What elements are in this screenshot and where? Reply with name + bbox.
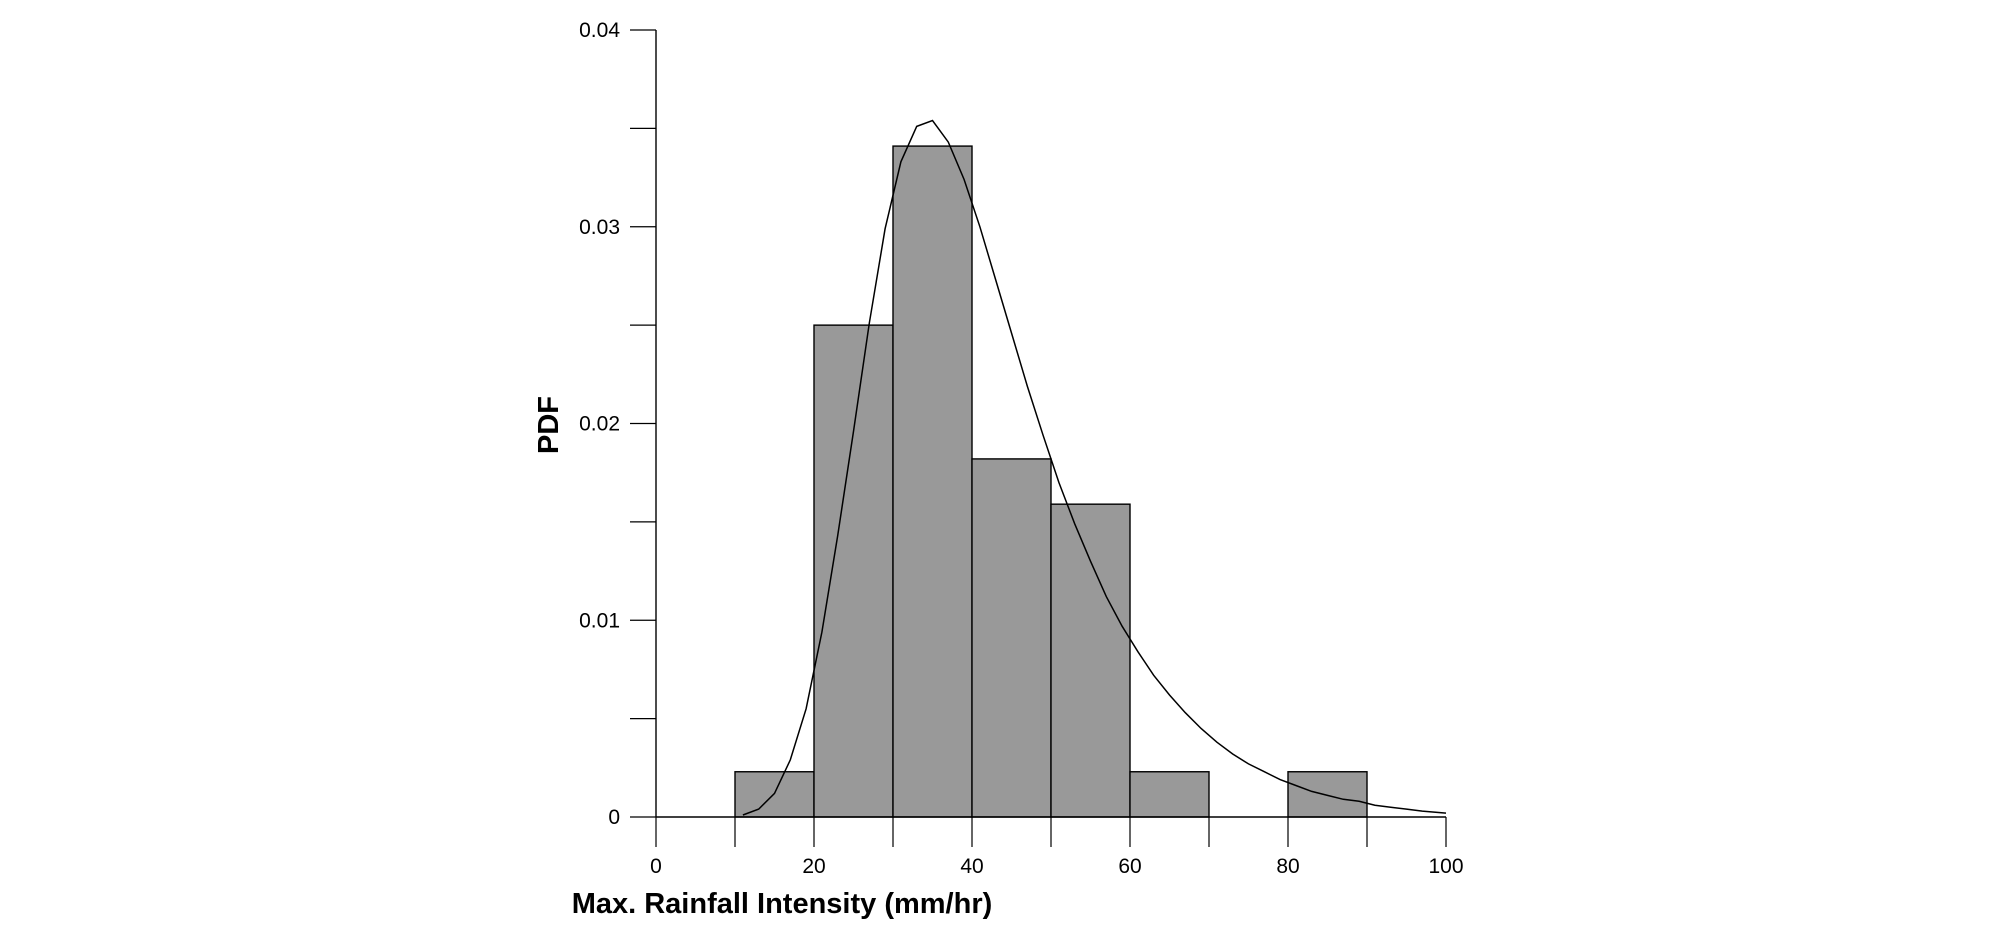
y-tick-label: 0.02 — [579, 413, 620, 436]
tick-labels-layer: 0 20 40 60 80 100 0 0.01 0.02 0.03 0.04 — [579, 19, 1463, 878]
y-tick-label: 0.03 — [579, 216, 620, 239]
x-tick-label: 20 — [802, 855, 825, 878]
y-tick-label: 0.04 — [579, 19, 620, 42]
histogram-bar — [1129, 771, 1210, 818]
x-tick-label: 60 — [1118, 855, 1141, 878]
fitted-pdf-curve — [742, 119, 1447, 816]
x-tick-label: 100 — [1428, 855, 1463, 878]
x-tick-label: 40 — [960, 855, 983, 878]
fitted-curve-layer — [742, 119, 1447, 816]
y-tick-label: 0.01 — [579, 609, 620, 632]
histogram-bar — [1050, 503, 1131, 818]
histogram-bar — [892, 145, 973, 818]
bars-layer — [734, 145, 1368, 818]
histogram-bar — [813, 324, 894, 818]
histogram-bar — [1287, 771, 1368, 818]
histogram-bar — [971, 458, 1052, 818]
x-tick-label: 0 — [650, 855, 662, 878]
y-tick-label: 0 — [608, 806, 620, 829]
x-tick-label: 80 — [1276, 855, 1299, 878]
axes-layer — [630, 29, 1447, 847]
y-axis-title: PDF — [533, 396, 565, 454]
x-axis-title: Max. Rainfall Intensity (mm/hr) — [572, 888, 993, 920]
